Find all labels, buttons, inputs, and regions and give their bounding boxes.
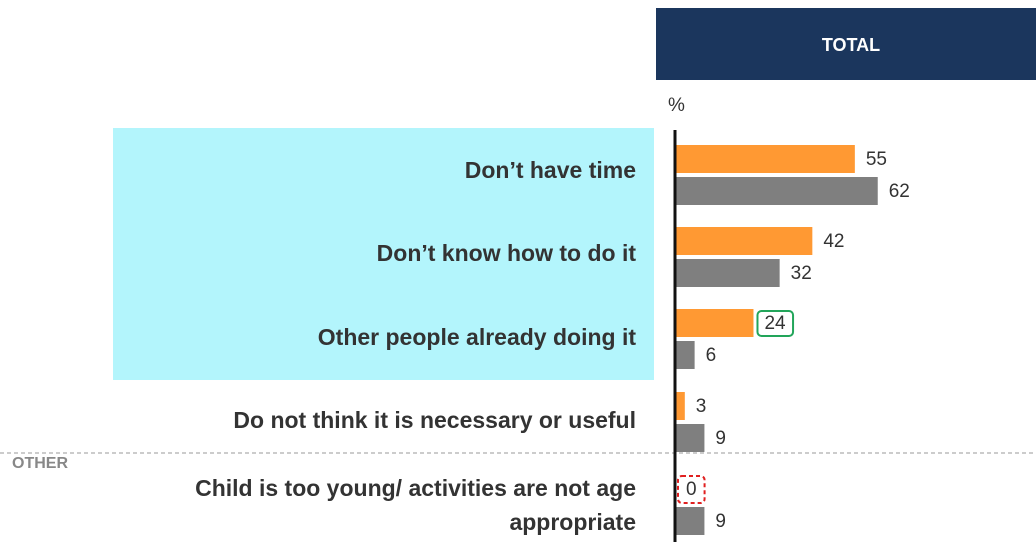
value-label: 3	[696, 396, 707, 417]
group-label: OTHER	[12, 455, 68, 472]
category-label: Don’t know how to do it	[376, 240, 636, 266]
bar	[675, 424, 705, 452]
category-label: Other people already doing it	[317, 324, 636, 350]
bar	[675, 341, 695, 369]
value-label: 32	[791, 263, 812, 284]
bar	[675, 392, 685, 420]
callout	[677, 475, 706, 505]
callout	[756, 310, 795, 338]
value-label: 24	[764, 313, 786, 334]
value-label: 42	[823, 231, 844, 252]
highlight	[113, 128, 654, 380]
category-label: Don’t have time	[464, 157, 636, 183]
bar	[675, 259, 780, 287]
bar	[675, 177, 878, 205]
bar	[675, 227, 813, 255]
value-label: 55	[866, 149, 887, 170]
header-box	[656, 8, 1036, 80]
bar	[675, 309, 754, 337]
value-label: 9	[715, 511, 726, 532]
value-label: 9	[715, 428, 726, 449]
value-label: 0	[686, 479, 697, 500]
bar	[675, 145, 855, 173]
bar	[675, 507, 705, 535]
value-label: 6	[706, 345, 717, 366]
category-label: Do not think it is necessary or useful	[233, 407, 636, 433]
value-label: 62	[889, 181, 910, 202]
header: TOTAL	[822, 35, 880, 55]
category-label: Child is too young/ activities are not a…	[195, 475, 636, 535]
unit-label: %	[668, 95, 685, 116]
